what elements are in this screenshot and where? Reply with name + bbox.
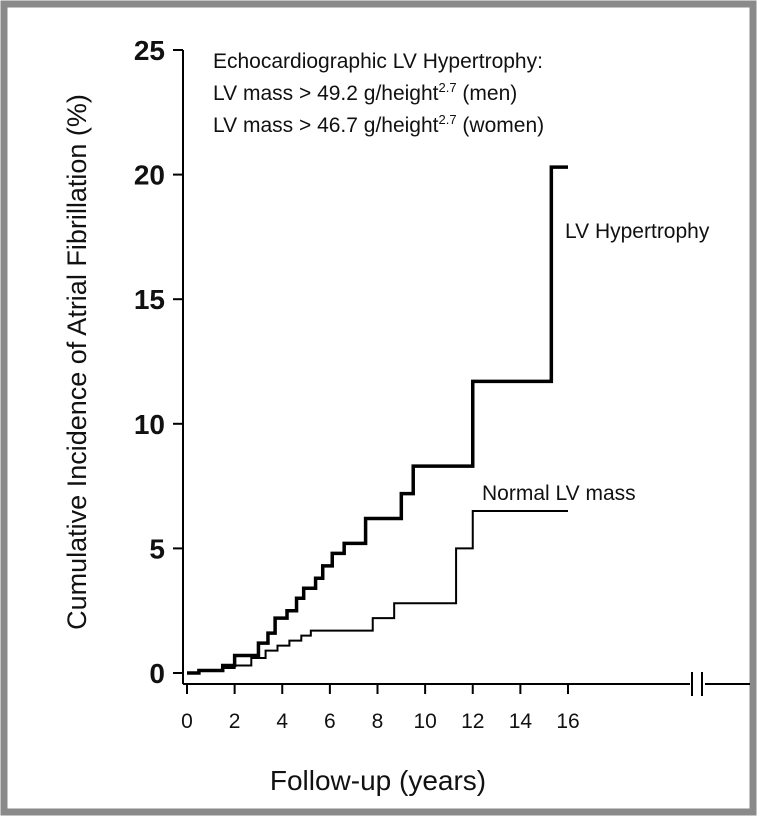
annotation-heading: Echocardiographic LV Hypertrophy: [213,50,543,73]
x-tick-label: 0 [181,710,193,733]
y-tick-label: 0 [149,658,165,689]
x-tick-label: 12 [461,710,484,733]
y-tick-label: 20 [134,160,165,191]
x-tick-label: 6 [324,710,336,733]
series-label: LV Hypertrophy [565,220,710,243]
y-axis-title: Cumulative Incidence of Atrial Fibrillat… [62,94,92,630]
x-tick-label: 8 [372,710,384,733]
y-tick-label: 5 [149,533,165,564]
series-label: Normal LV mass [482,482,636,505]
x-tick-label: 14 [509,710,533,733]
annotation-line: LV mass > 46.7 g/height2.7 (women) [213,112,544,137]
annotation-sup: 2.7 [439,112,457,127]
step-line [187,165,568,675]
y-tick-label: 15 [134,284,165,315]
x-tick-label: 4 [276,710,288,733]
annotation-suffix: (women) [457,114,545,137]
step-line [187,510,568,674]
annotation-text: LV mass > 46.7 g/height [213,114,439,137]
annotation-sup: 2.7 [439,80,457,95]
x-tick-label: 10 [413,710,436,733]
x-tick-label: 16 [556,710,579,733]
annotation-text: LV mass > 49.2 g/height [213,82,439,105]
annotation-suffix: (men) [457,82,518,105]
x-tick-label: 2 [229,710,241,733]
y-tick-label: 25 [134,35,165,66]
x-axis-title: Follow-up (years) [270,765,486,796]
annotation-line: LV mass > 49.2 g/height2.7 (men) [213,80,517,105]
y-tick-label: 10 [134,409,165,440]
